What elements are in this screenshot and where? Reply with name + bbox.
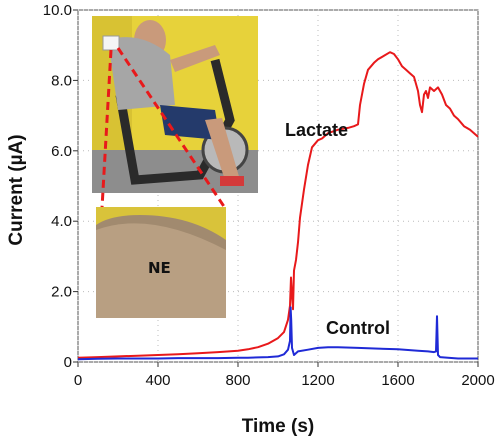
y-axis-title: Current (µA) — [6, 134, 27, 245]
x-tick-label: 400 — [145, 372, 170, 389]
y-tick-label: 10.0 — [43, 2, 72, 19]
x-tick-label: 0 — [74, 372, 82, 389]
sensor-label: NE — [148, 259, 171, 277]
lactate-annotation: Lactate — [285, 120, 348, 140]
sensor-skin-photo: NE — [96, 207, 226, 318]
callout-lines — [100, 47, 227, 209]
x-tick-label: 1200 — [301, 372, 334, 389]
control-series-line — [77, 306, 478, 361]
y-tick-label: 8.0 — [51, 72, 72, 89]
control-annotation: Control — [326, 318, 390, 338]
x-axis-title: Time (s) — [242, 416, 315, 437]
cyclist-photo — [92, 16, 258, 193]
tick-labels: 0 400 800 1200 1600 2000 0 2.0 4.0 6.0 8.0 10.0 — [43, 2, 495, 389]
y-tick-label: 6.0 — [51, 143, 72, 160]
x-tick-label: 2000 — [461, 372, 494, 389]
y-tick-label: 2.0 — [51, 284, 72, 301]
lactate-series-line — [77, 51, 479, 359]
y-tick-label: 4.0 — [51, 213, 72, 230]
x-tick-label: 1600 — [381, 372, 414, 389]
x-tick-label: 800 — [225, 372, 250, 389]
series-layer — [77, 51, 479, 361]
y-tick-label: 0 — [64, 354, 72, 371]
